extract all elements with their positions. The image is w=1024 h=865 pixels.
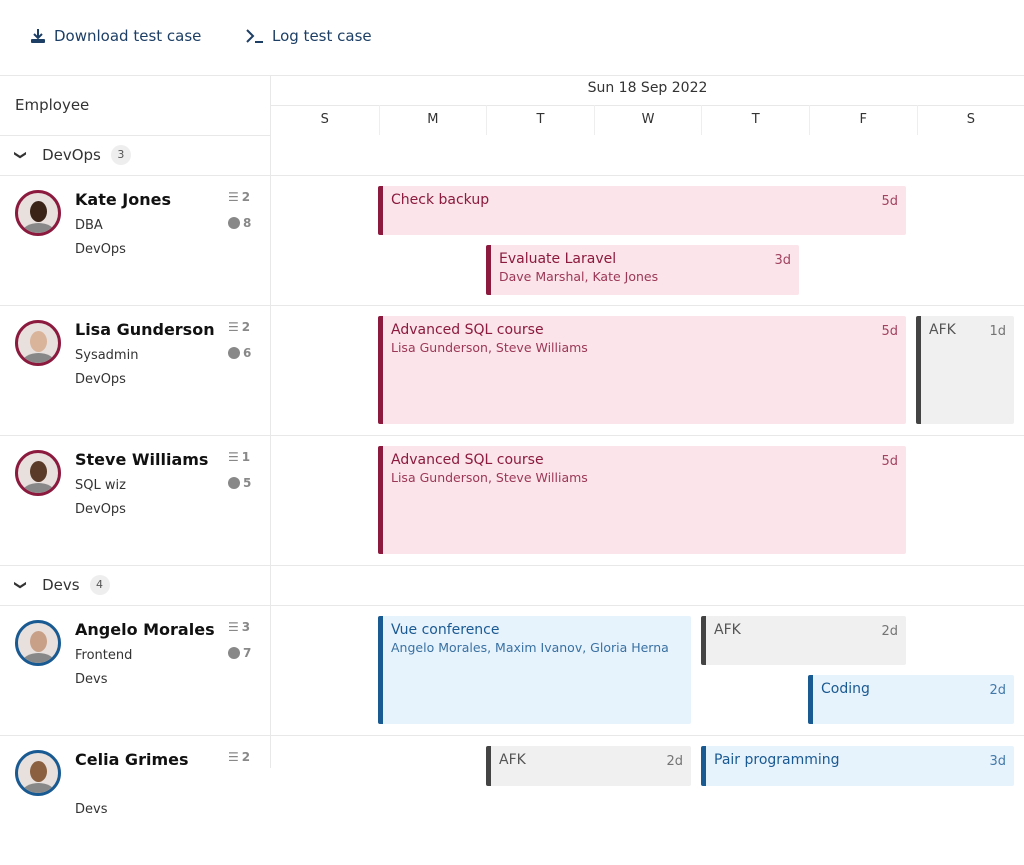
employee-role: Frontend xyxy=(75,648,133,663)
group-count: 4 xyxy=(89,575,110,595)
event-block[interactable]: Pair programming 3d xyxy=(701,746,1014,786)
checklist-icon: ☰ xyxy=(228,620,239,634)
group-name: Devs xyxy=(42,576,80,594)
event-duration: 5d xyxy=(881,194,898,209)
event-title: AFK xyxy=(499,752,526,768)
download-icon xyxy=(31,29,45,43)
task-count: ☰ 2 xyxy=(228,320,251,334)
event-block[interactable]: Vue conference Angelo Morales, Maxim Iva… xyxy=(378,616,691,724)
event-people: Dave Marshal, Kate Jones xyxy=(499,269,659,284)
event-title: Coding xyxy=(821,681,870,697)
checklist-icon: ☰ xyxy=(228,750,239,764)
event-people: Angelo Morales, Maxim Ivanov, Gloria Her… xyxy=(391,640,669,655)
event-title: Advanced SQL course xyxy=(391,322,544,338)
employee-name: Steve Williams xyxy=(75,450,209,469)
event-block[interactable]: Check backup 5d xyxy=(378,186,906,235)
clock-icon xyxy=(228,477,240,489)
group-count: 3 xyxy=(110,145,131,165)
hours-count: 8 xyxy=(228,216,251,230)
hours-count: 5 xyxy=(228,476,251,490)
clock-icon xyxy=(228,217,240,229)
avatar xyxy=(15,190,61,236)
event-block[interactable]: Evaluate Laravel 3d Dave Marshal, Kate J… xyxy=(486,245,799,295)
chevron-down-icon: ❯ xyxy=(14,579,29,591)
employee-team: DevOps xyxy=(75,242,126,257)
avatar xyxy=(15,450,61,496)
event-block[interactable]: AFK 2d xyxy=(486,746,691,786)
task-count: ☰ 2 xyxy=(228,190,251,204)
event-title: Check backup xyxy=(391,192,490,208)
log-label: Log test case xyxy=(272,27,372,45)
employee-row[interactable]: Lisa Gunderson Sysadmin DevOps ☰ 2 6 xyxy=(0,305,270,435)
event-people: Lisa Gunderson, Steve Williams xyxy=(391,340,588,355)
event-title: AFK xyxy=(929,322,956,338)
log-test-case-button[interactable]: Log test case xyxy=(246,27,372,45)
employee-row[interactable]: Celia Grimes Devs ☰ 2 xyxy=(0,735,270,865)
download-test-case-button[interactable]: Download test case xyxy=(30,27,201,45)
employee-row[interactable]: Steve Williams SQL wiz DevOps ☰ 1 5 xyxy=(0,435,270,565)
checklist-icon: ☰ xyxy=(228,190,239,204)
event-duration: 3d xyxy=(989,754,1006,769)
week-header: Sun 18 Sep 2022 xyxy=(587,80,708,96)
employee-team: Devs xyxy=(75,802,108,817)
group-name: DevOps xyxy=(42,146,101,164)
employee-name: Angelo Morales xyxy=(75,620,215,639)
event-duration: 1d xyxy=(989,324,1006,339)
employee-name: Lisa Gunderson xyxy=(75,320,215,339)
day-header: F xyxy=(809,105,917,135)
event-block[interactable]: AFK 2d xyxy=(701,616,906,665)
avatar xyxy=(15,320,61,366)
day-header: W xyxy=(593,105,702,135)
task-count: ☰ 3 xyxy=(228,620,251,634)
group-devs[interactable]: ❯ Devs 4 xyxy=(0,565,270,605)
avatar xyxy=(15,750,61,796)
event-block[interactable]: Advanced SQL course 5d Lisa Gunderson, S… xyxy=(378,316,906,424)
event-duration: 5d xyxy=(881,324,898,339)
employee-row[interactable]: Angelo Morales Frontend Devs ☰ 3 7 xyxy=(0,605,270,735)
event-duration: 2d xyxy=(666,754,683,769)
employee-name: Celia Grimes xyxy=(75,750,189,769)
checklist-icon: ☰ xyxy=(228,450,239,464)
event-title: AFK xyxy=(714,622,741,638)
hours-count: 7 xyxy=(228,646,251,660)
employee-role: SQL wiz xyxy=(75,478,126,493)
checklist-icon: ☰ xyxy=(228,320,239,334)
event-duration: 2d xyxy=(881,624,898,639)
employee-name: Kate Jones xyxy=(75,190,171,209)
day-header: S xyxy=(320,112,329,127)
employee-column-header: Employee xyxy=(15,96,90,114)
employee-row[interactable]: Kate Jones DBA DevOps ☰ 2 8 xyxy=(0,175,270,305)
event-duration: 5d xyxy=(881,454,898,469)
chevron-down-icon: ❯ xyxy=(14,149,29,161)
employee-role: DBA xyxy=(75,218,103,233)
avatar xyxy=(15,620,61,666)
task-count: ☰ 1 xyxy=(228,450,251,464)
event-block[interactable]: Advanced SQL course 5d Lisa Gunderson, S… xyxy=(378,446,906,554)
hours-count: 6 xyxy=(228,346,251,360)
day-header: S xyxy=(916,105,1024,135)
event-duration: 3d xyxy=(774,253,791,268)
event-title: Vue conference xyxy=(391,622,500,638)
employee-team: DevOps xyxy=(75,372,126,387)
event-title: Pair programming xyxy=(714,752,840,768)
download-label: Download test case xyxy=(54,27,202,45)
group-devops[interactable]: ❯ DevOps 3 xyxy=(0,135,270,175)
day-header: M xyxy=(378,105,487,135)
employee-team: Devs xyxy=(75,672,108,687)
clock-icon xyxy=(228,347,240,359)
day-header: T xyxy=(486,105,594,135)
terminal-icon xyxy=(246,29,263,43)
task-count: ☰ 2 xyxy=(228,750,251,764)
event-title: Advanced SQL course xyxy=(391,452,544,468)
event-block[interactable]: Coding 2d xyxy=(808,675,1014,724)
event-duration: 2d xyxy=(989,683,1006,698)
employee-team: DevOps xyxy=(75,502,126,517)
day-header: T xyxy=(701,105,809,135)
event-people: Lisa Gunderson, Steve Williams xyxy=(391,470,588,485)
employee-role: Sysadmin xyxy=(75,348,139,363)
event-block[interactable]: AFK 1d xyxy=(916,316,1014,424)
event-title: Evaluate Laravel xyxy=(499,251,617,267)
clock-icon xyxy=(228,647,240,659)
